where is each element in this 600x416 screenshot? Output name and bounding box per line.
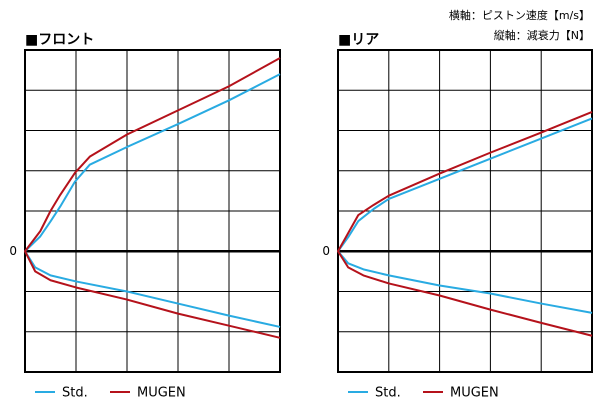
annotation: 横軸：ピストン速度【m/s】 [449, 8, 590, 22]
legend-label: Std. [375, 386, 401, 401]
legend-label: Std. [62, 386, 88, 401]
chart-title: ■フロント [25, 32, 94, 48]
line-series [337, 111, 593, 337]
plot-frame [24, 49, 281, 373]
line-series [24, 73, 281, 328]
line-series [24, 57, 281, 339]
line-series [337, 117, 593, 314]
chart-title: ■リア [338, 32, 379, 48]
annotation: 縦軸：減衰力【N】 [494, 28, 590, 42]
legend-label: MUGEN [137, 386, 186, 401]
legend-label: MUGEN [450, 386, 499, 401]
y-tick-label: 0 [9, 244, 17, 258]
y-tick-label: 0 [322, 244, 330, 258]
plot-frame [337, 49, 593, 373]
